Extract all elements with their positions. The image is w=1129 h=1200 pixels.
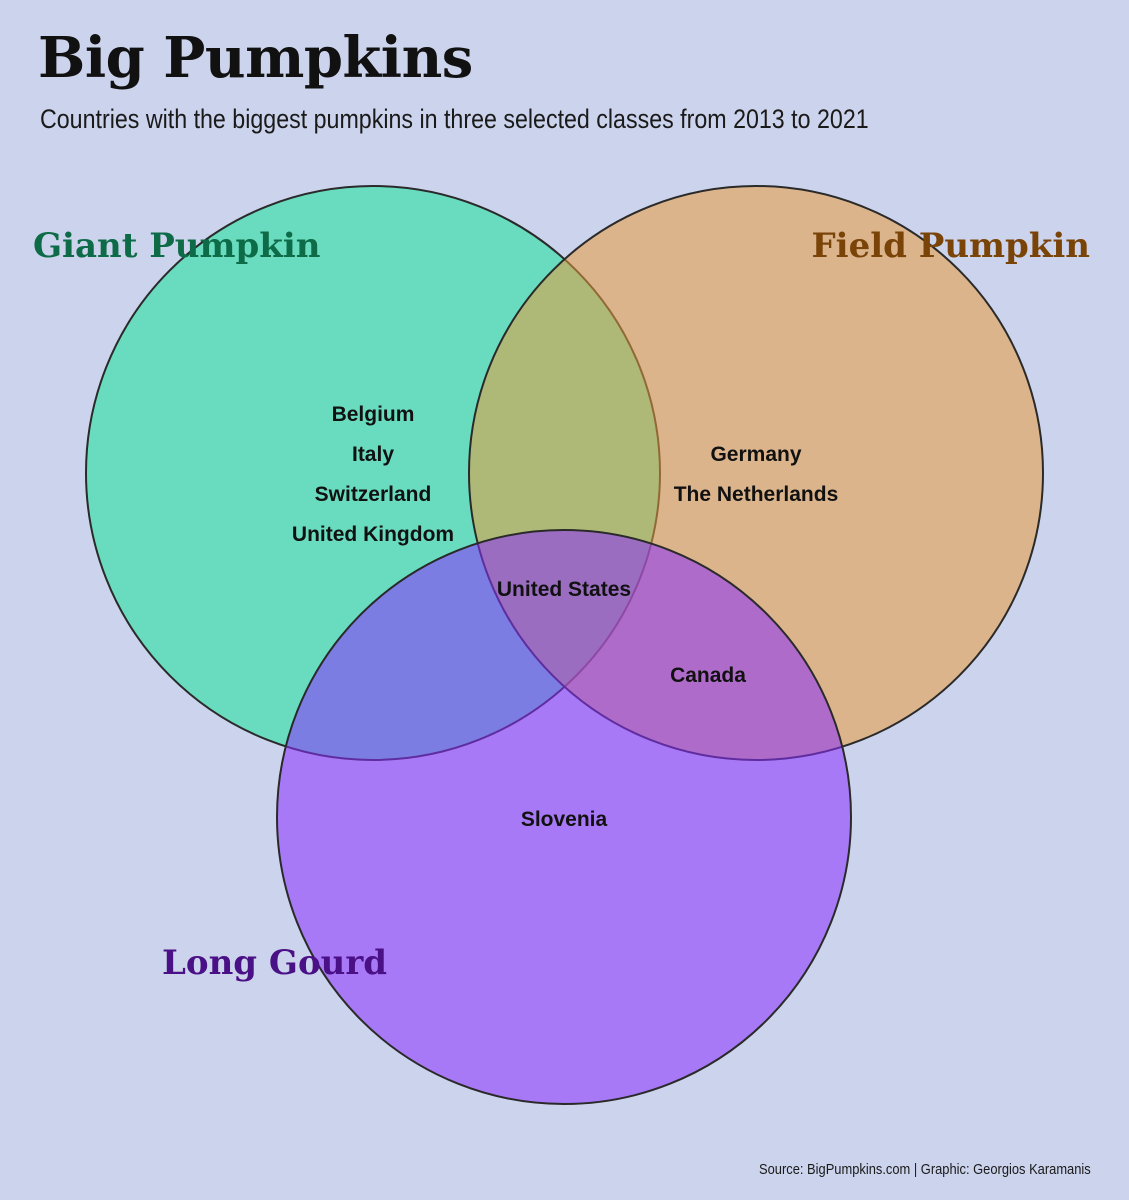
region-giant-only: Belgium Italy Switzerland United Kingdom — [292, 403, 454, 546]
region-long-only: Slovenia — [521, 808, 608, 831]
region-field-long: Canada — [670, 664, 746, 687]
country-label: Germany — [710, 443, 801, 466]
source-credit: Source: BigPumpkins.com | Graphic: Georg… — [759, 1161, 1091, 1178]
country-label: Canada — [670, 664, 746, 687]
set-label-field-pumpkin: Field Pumpkin — [812, 226, 1090, 266]
venn-circles — [85, 185, 1044, 1105]
country-label: The Netherlands — [674, 483, 839, 506]
region-field-only: Germany The Netherlands — [674, 443, 839, 506]
page-title: Big Pumpkins — [38, 25, 473, 91]
country-label: Italy — [352, 443, 394, 466]
set-label-long-gourd: Long Gourd — [162, 943, 387, 983]
region-all-three: United States — [497, 578, 631, 601]
country-label: Belgium — [332, 403, 415, 426]
country-label: Slovenia — [521, 808, 608, 831]
page-subtitle: Countries with the biggest pumpkins in t… — [40, 104, 869, 134]
country-label: United States — [497, 578, 631, 601]
circle-long-gourd — [276, 529, 852, 1105]
country-label: United Kingdom — [292, 523, 454, 546]
set-label-giant-pumpkin: Giant Pumpkin — [33, 226, 320, 266]
country-label: Switzerland — [315, 483, 432, 506]
